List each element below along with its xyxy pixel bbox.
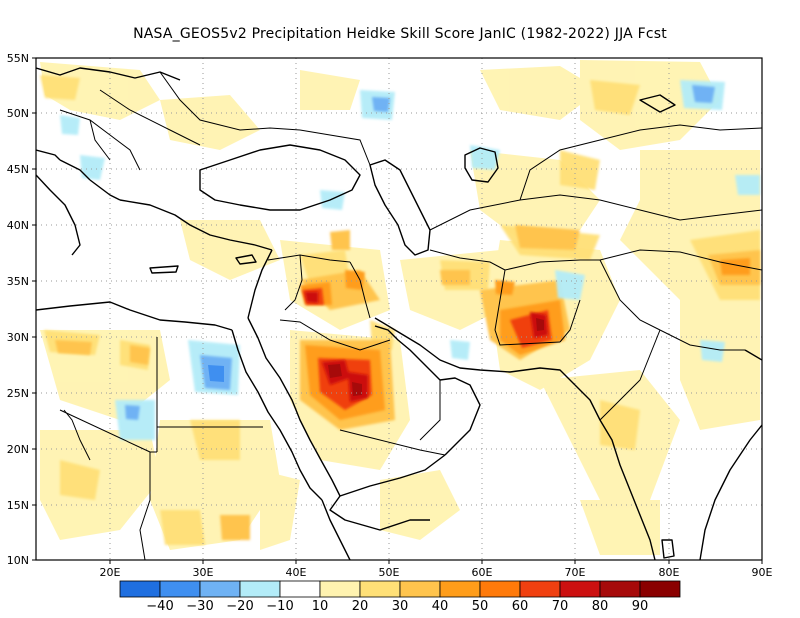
colorbar-swatch <box>399 580 441 598</box>
lat-tick-label: 45N <box>7 163 29 176</box>
lon-tick-label: 70E <box>565 566 586 579</box>
colorbar-label: 10 <box>312 599 329 614</box>
colorbar-label: 80 <box>592 599 609 614</box>
colorbar-label: 30 <box>392 599 409 614</box>
lon-tick-label: 30E <box>193 566 214 579</box>
lat-tick-label: 55N <box>7 52 29 65</box>
map-title: NASA_GEOS5v2 Precipitation Heidke Skill … <box>133 26 667 42</box>
map-panel <box>36 58 762 560</box>
colorbar-label: 40 <box>432 599 449 614</box>
lat-tick-label: 35N <box>7 275 29 288</box>
map-frame <box>35 57 763 561</box>
lat-tick-label: 50N <box>7 107 29 120</box>
colorbar-swatch <box>479 580 521 598</box>
colorbar-swatch <box>359 580 401 598</box>
colorbar-swatch <box>319 580 361 598</box>
lat-tick-label: 20N <box>7 443 29 456</box>
colorbar-label: −20 <box>226 599 253 614</box>
lon-tick-label: 20E <box>100 566 121 579</box>
colorbar-swatch <box>159 580 201 598</box>
coastlines <box>36 67 762 560</box>
country-borders <box>59 71 762 560</box>
colorbar-label: 60 <box>512 599 529 614</box>
colorbar-label: 70 <box>552 599 569 614</box>
colorbar-label: −30 <box>186 599 213 614</box>
lat-tick-label: 25N <box>7 387 29 400</box>
lon-tick-label: 90E <box>752 566 773 579</box>
colorbar-label: 90 <box>632 599 649 614</box>
lat-tick-label: 15N <box>7 499 29 512</box>
lat-axis: 55N 50N 45N 40N 35N 30N 25N 20N 15N 10N <box>7 52 29 567</box>
colorbar-label: −40 <box>146 599 173 614</box>
colorbar-swatch <box>119 580 161 598</box>
colorbar-swatch <box>519 580 561 598</box>
colorbar-swatch <box>239 580 281 598</box>
field-shading <box>40 60 760 555</box>
colorbar-label: 50 <box>472 599 489 614</box>
colorbar-swatch <box>279 580 321 598</box>
lat-tick-label: 10N <box>7 554 29 567</box>
lon-tick-label: 60E <box>472 566 493 579</box>
colorbar-swatch <box>439 580 481 598</box>
lon-tick-label: 50E <box>379 566 400 579</box>
colorbar: −40 −30 −20 −10 10 20 30 40 50 60 70 80 90 <box>119 580 681 614</box>
colorbar-label: −10 <box>266 599 293 614</box>
colorbar-swatch <box>559 580 601 598</box>
colorbar-label: 20 <box>352 599 369 614</box>
lon-tick-label: 80E <box>659 566 680 579</box>
lon-axis: 20E 30E 40E 50E 60E 70E 80E 90E <box>100 566 773 579</box>
colorbar-swatch <box>599 580 641 598</box>
lat-tick-label: 40N <box>7 219 29 232</box>
lat-tick-label: 30N <box>7 331 29 344</box>
colorbar-swatch <box>199 580 241 598</box>
lon-tick-label: 40E <box>286 566 307 579</box>
colorbar-swatch <box>639 580 681 598</box>
